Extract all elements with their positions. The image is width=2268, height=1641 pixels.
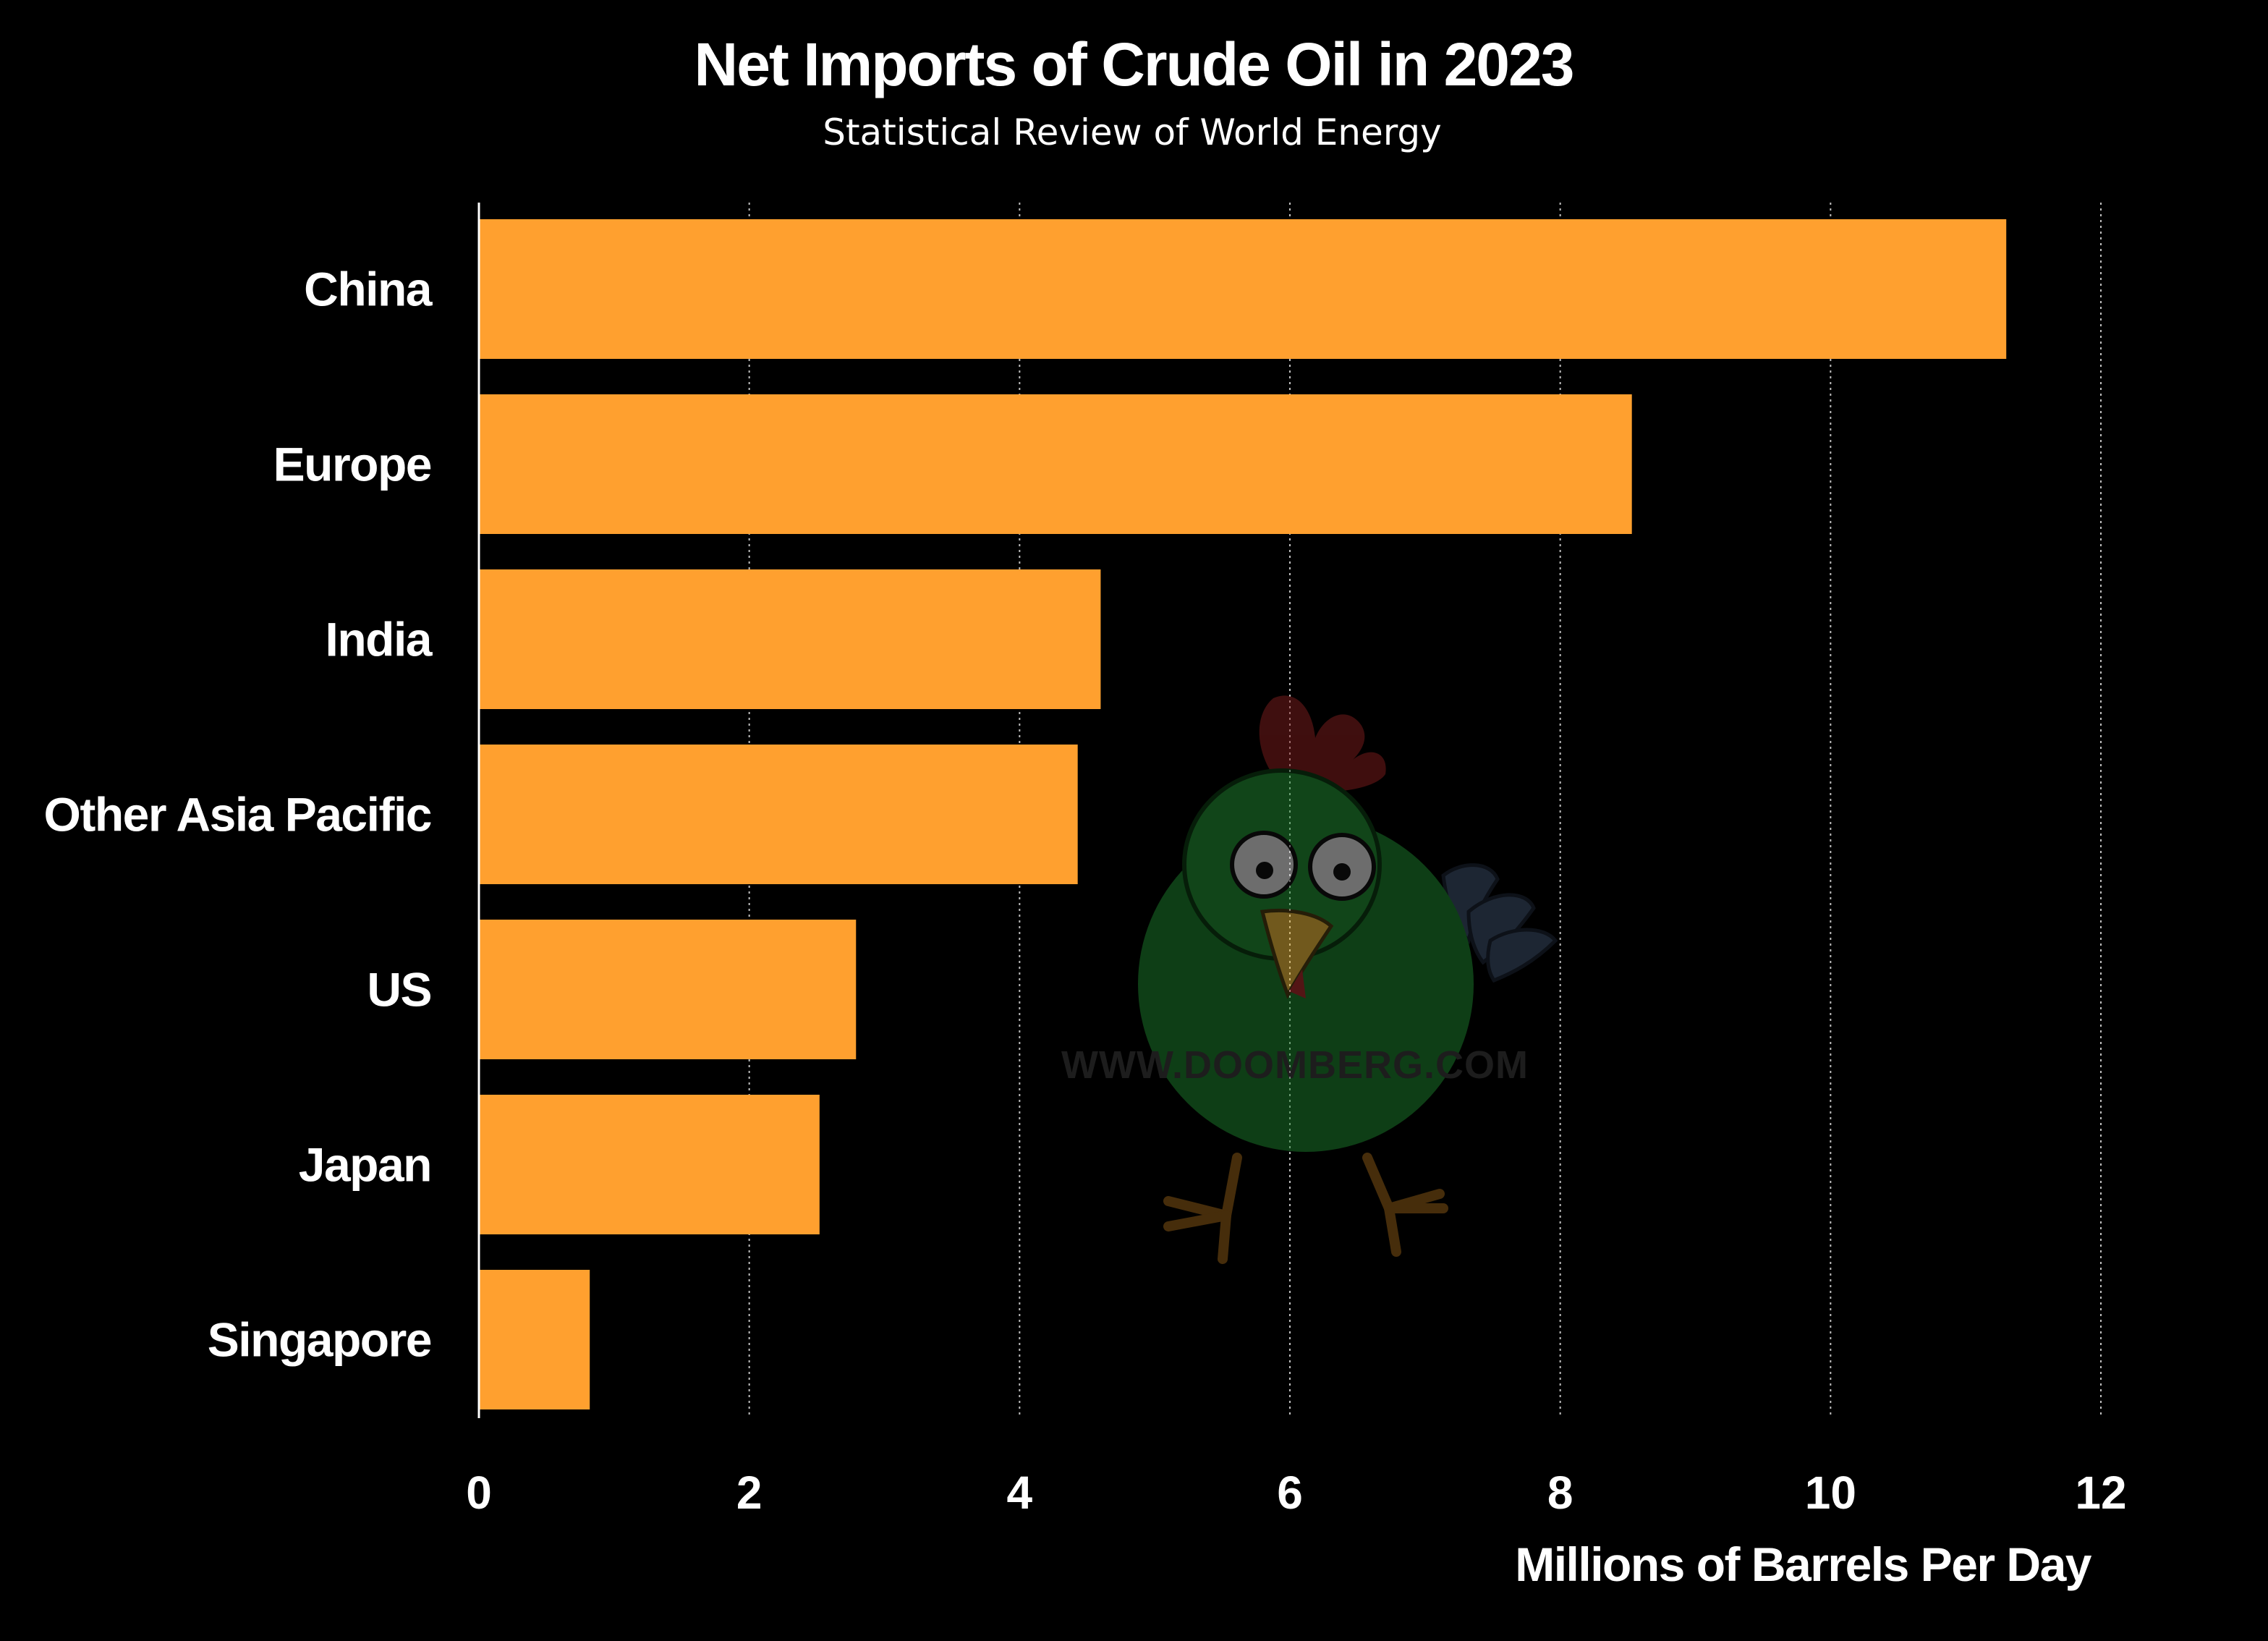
bars xyxy=(479,219,2007,1409)
x-tick-label: 4 xyxy=(1007,1467,1033,1519)
bar-india xyxy=(479,569,1101,709)
bar-china xyxy=(479,219,2007,359)
bar-us xyxy=(479,920,857,1059)
category-label: Singapore xyxy=(208,1313,431,1367)
x-tick-label: 10 xyxy=(1805,1467,1856,1519)
x-tick-label: 0 xyxy=(466,1467,492,1519)
category-label: US xyxy=(367,963,431,1017)
category-label: China xyxy=(304,263,433,316)
chicken-mascot-icon: WWW.DOOMBERG.COM xyxy=(1061,695,1558,1264)
x-axis-title: Millions of Barrels Per Day xyxy=(1515,1538,2092,1591)
x-tick-label: 8 xyxy=(1547,1467,1573,1519)
x-tick-label: 2 xyxy=(736,1467,763,1519)
chart-title: Net Imports of Crude Oil in 2023 xyxy=(695,30,1573,98)
category-label: Europe xyxy=(273,438,431,491)
x-axis-ticks: 0 2 4 6 8 10 12 xyxy=(466,1467,2126,1519)
chart-subtitle: Statistical Review of World Energy xyxy=(823,111,1442,153)
bar-japan xyxy=(479,1095,820,1234)
bar-other-asia-pacific xyxy=(479,745,1078,884)
bar-singapore xyxy=(479,1270,590,1409)
category-label: Other Asia Pacific xyxy=(44,788,431,841)
watermark-text: WWW.DOOMBERG.COM xyxy=(1061,1043,1529,1087)
x-tick-label: 12 xyxy=(2075,1467,2126,1519)
bar-europe xyxy=(479,394,1632,534)
category-label: Japan xyxy=(299,1138,431,1192)
category-labels: China Europe India Other Asia Pacific US Japa… xyxy=(44,263,435,1367)
category-label: India xyxy=(325,613,433,666)
x-tick-label: 6 xyxy=(1277,1467,1303,1519)
